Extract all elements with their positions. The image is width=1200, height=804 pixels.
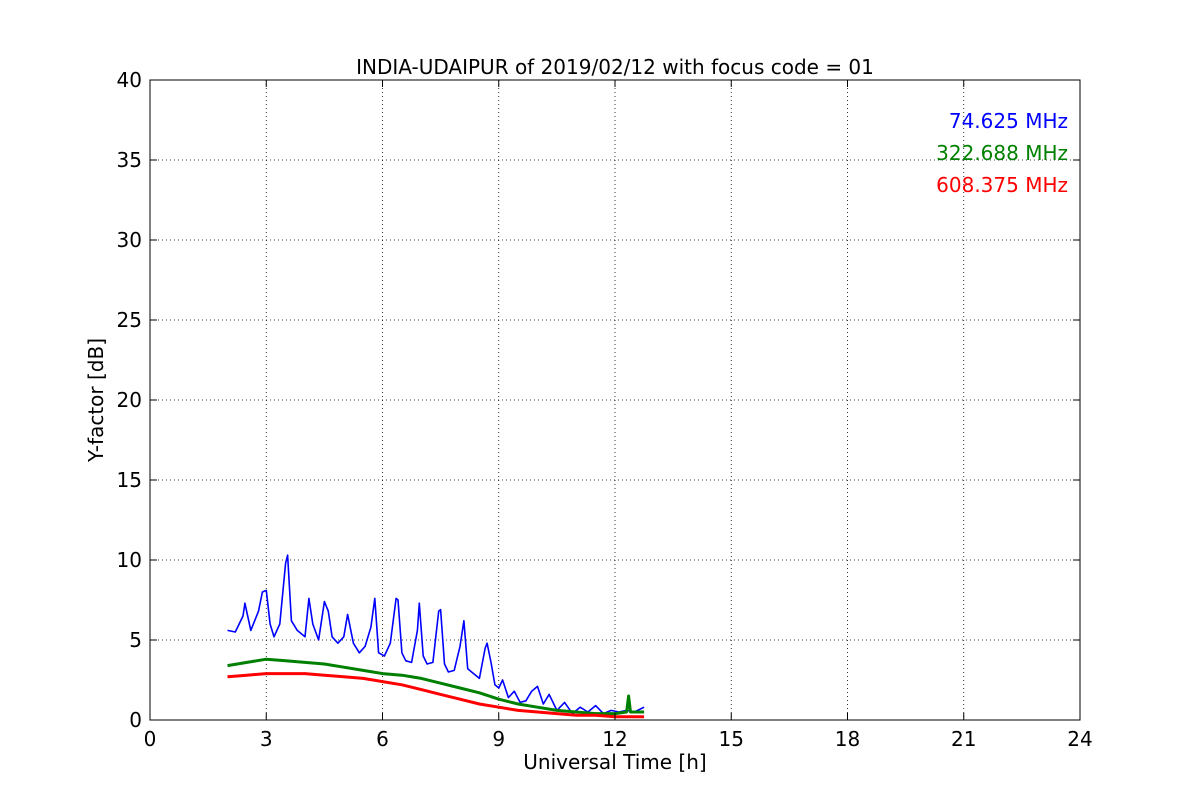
y-tick-label: 0: [129, 708, 142, 732]
legend-entry: 322.688 MHz: [936, 141, 1068, 165]
x-tick-label: 0: [144, 727, 157, 751]
y-tick-label: 5: [129, 628, 142, 652]
y-tick-label: 15: [117, 468, 142, 492]
x-tick-label: 15: [719, 727, 744, 751]
y-tick-label: 10: [117, 548, 142, 572]
x-tick-label: 12: [602, 727, 627, 751]
legend-entry: 74.625 MHz: [949, 109, 1068, 133]
x-axis-label: Universal Time [h]: [523, 750, 706, 774]
legend-entry: 608.375 MHz: [936, 173, 1068, 197]
x-tick-label: 9: [492, 727, 505, 751]
x-tick-label: 21: [951, 727, 976, 751]
legend: 74.625 MHz 322.688 MHz 608.375 MHz: [936, 109, 1068, 197]
y-tick-label: 35: [117, 148, 142, 172]
y-tick-label: 30: [117, 228, 142, 252]
series-line-3: [227, 672, 645, 719]
y-tick-label: 20: [117, 388, 142, 412]
y-tick-label: 40: [117, 68, 142, 92]
y-tick-label: 25: [117, 308, 142, 332]
series-line-1: [227, 554, 645, 715]
chart-title: INDIA-UDAIPUR of 2019/02/12 with focus c…: [356, 55, 874, 79]
grid-layer: [150, 80, 1080, 720]
tick-layer: 0 3 6 9 12 15 18 21 24 0 5 10 15 20 25 30 35 40: [117, 68, 1093, 751]
x-tick-label: 18: [835, 727, 860, 751]
y-axis-label: Y-factor [dB]: [84, 338, 108, 463]
x-tick-label: 3: [260, 727, 273, 751]
x-tick-label: 24: [1067, 727, 1092, 751]
x-tick-label: 6: [376, 727, 389, 751]
